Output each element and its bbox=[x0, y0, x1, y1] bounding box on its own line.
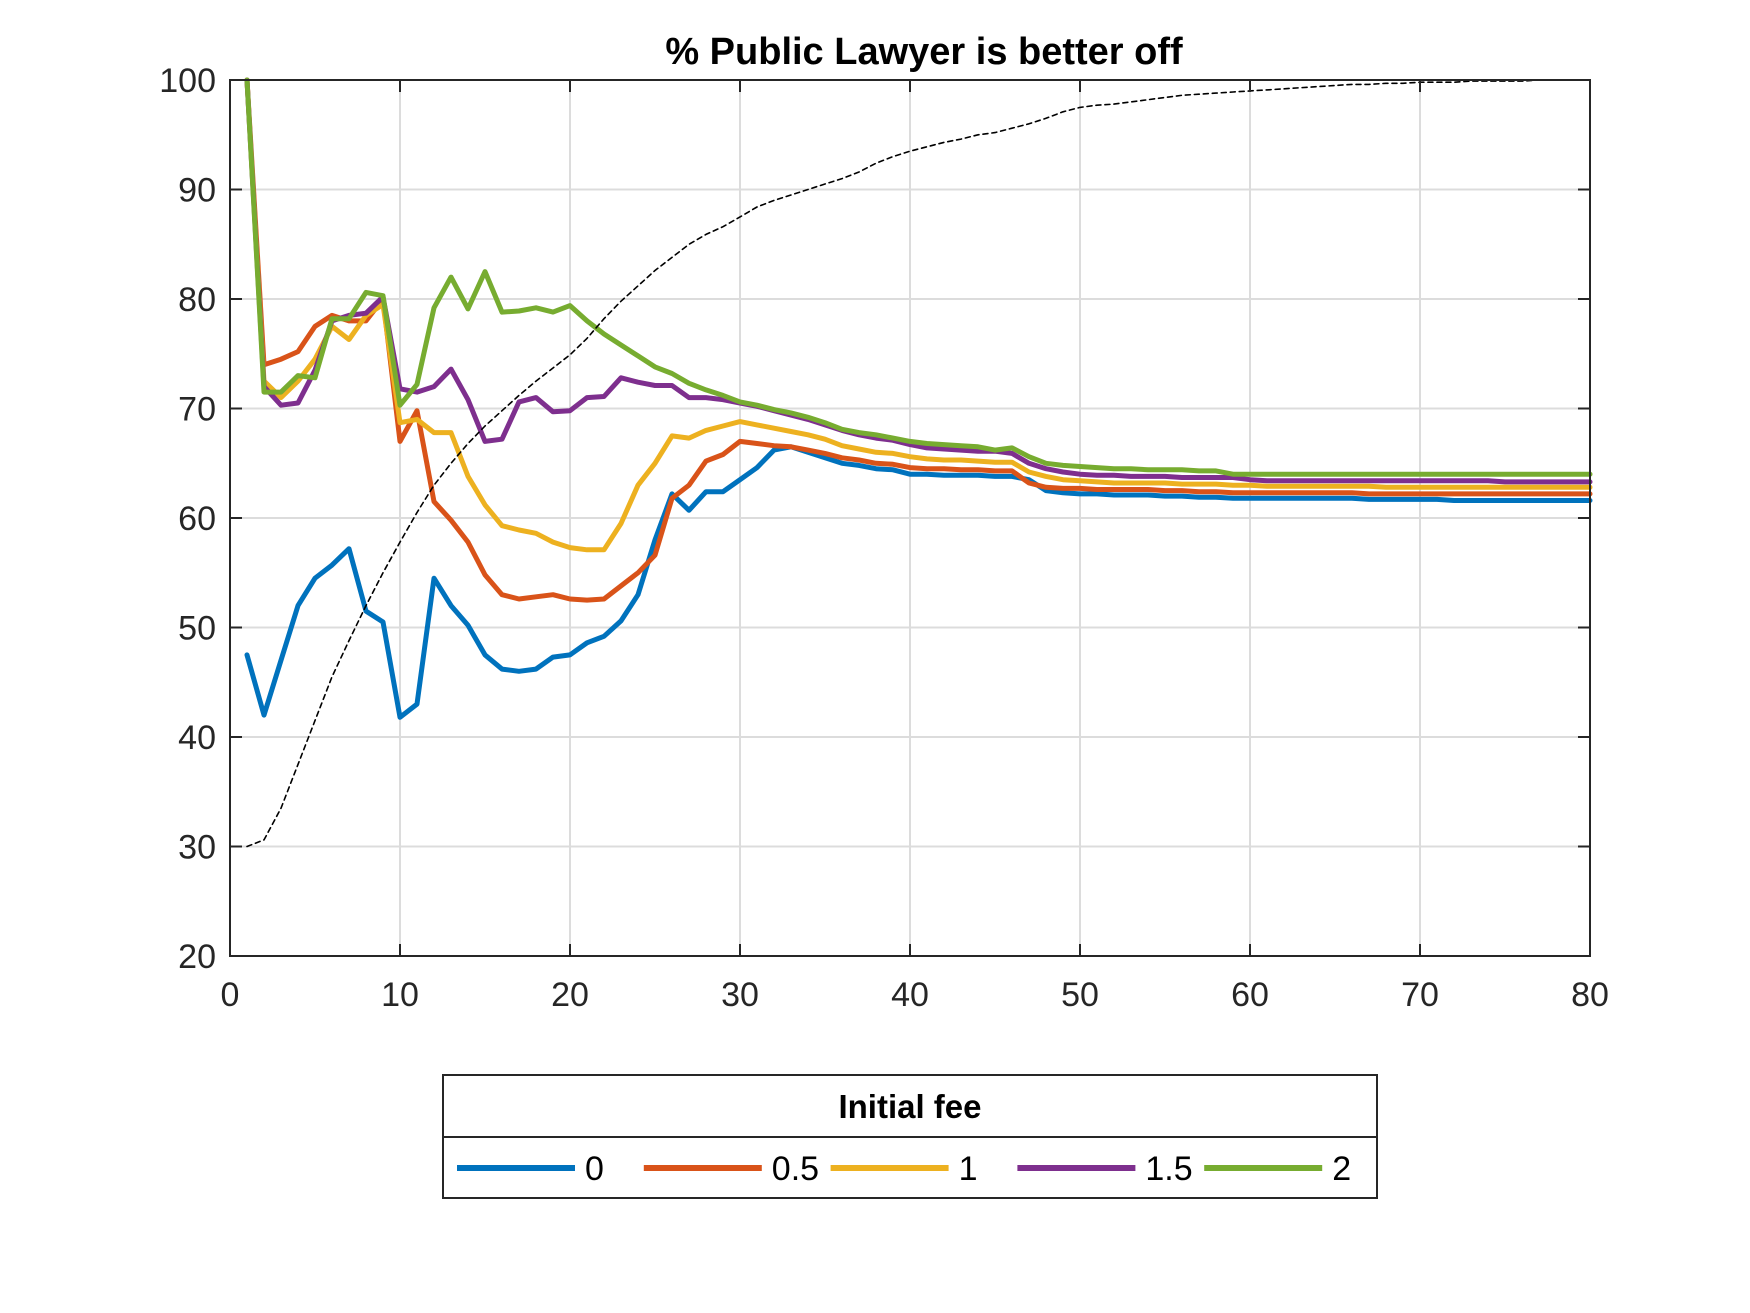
x-tick-label: 40 bbox=[891, 976, 929, 1014]
series-line-1 bbox=[244, 77, 1593, 553]
y-tick-label: 80 bbox=[178, 281, 216, 319]
x-tick-label: 70 bbox=[1401, 976, 1439, 1014]
x-tick-label: 0 bbox=[221, 976, 240, 1014]
plot-series bbox=[244, 77, 1593, 848]
x-tick-label: 10 bbox=[381, 976, 419, 1014]
series-line-0-5 bbox=[244, 77, 1593, 603]
series-line-1-5 bbox=[244, 77, 1593, 485]
legend-label-0-5: 0.5 bbox=[772, 1150, 819, 1188]
y-tick-label: 30 bbox=[178, 829, 216, 867]
y-tick-label: 90 bbox=[178, 172, 216, 210]
y-tick-label: 100 bbox=[159, 62, 216, 100]
x-tick-label: 20 bbox=[551, 976, 589, 1014]
grid bbox=[229, 79, 1591, 957]
legend-label-2: 2 bbox=[1332, 1150, 1351, 1188]
axis-ticks: 0 10 20 30 40 50 60 70 80 20 30 40 50 60 70 80 90 100 bbox=[159, 62, 1609, 1014]
legend-label-1: 1 bbox=[959, 1150, 978, 1188]
x-tick-label: 60 bbox=[1231, 976, 1269, 1014]
legend-label-1-5: 1.5 bbox=[1145, 1150, 1192, 1188]
legend-title: Initial fee bbox=[838, 1088, 981, 1125]
legend-label-0: 0 bbox=[585, 1150, 604, 1188]
series-line-dashed-reference bbox=[246, 79, 1591, 848]
y-tick-label: 20 bbox=[178, 938, 216, 976]
series-line-0 bbox=[244, 444, 1593, 720]
y-tick-label: 50 bbox=[178, 610, 216, 648]
y-tick-label: 40 bbox=[178, 719, 216, 757]
legend: Initial fee 0 0.5 1 1.5 2 bbox=[442, 1074, 1378, 1199]
y-tick-label: 70 bbox=[178, 391, 216, 429]
x-tick-label: 30 bbox=[721, 976, 759, 1014]
y-tick-label: 60 bbox=[178, 500, 216, 538]
x-tick-label: 80 bbox=[1571, 976, 1609, 1014]
series-line-2 bbox=[244, 77, 1593, 477]
legend-items: 0 0.5 1 1.5 2 bbox=[457, 1150, 1351, 1188]
x-tick-label: 50 bbox=[1061, 976, 1099, 1014]
chart-title: % Public Lawyer is better off bbox=[665, 31, 1183, 73]
